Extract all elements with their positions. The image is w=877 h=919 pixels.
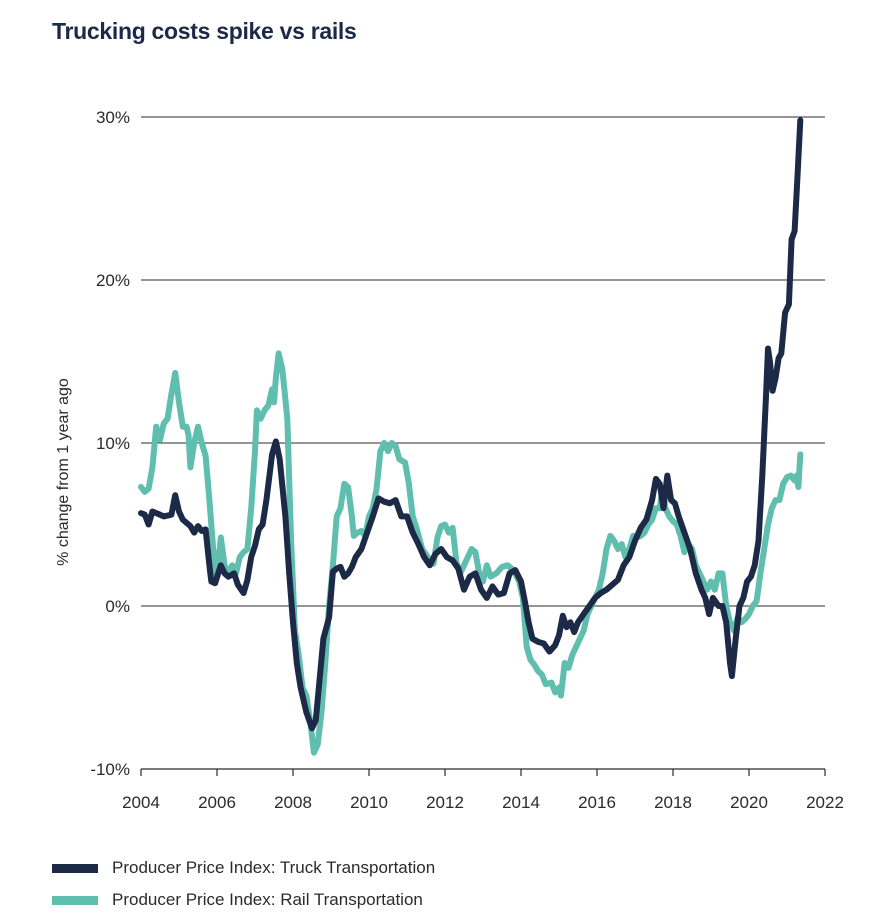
series-lines — [138, 117, 804, 756]
legend-swatch-truck — [52, 863, 98, 873]
x-axis — [140, 768, 826, 776]
chart-title: Trucking costs spike vs rails — [52, 18, 357, 44]
legend-label-truck: Producer Price Index: Truck Transportati… — [112, 858, 436, 877]
legend-item-rail: Producer Price Index: Rail Transportatio… — [52, 884, 435, 916]
y-tick-label: 30% — [96, 108, 130, 127]
x-tick-label: 2008 — [274, 793, 312, 812]
legend-label-rail: Producer Price Index: Rail Transportatio… — [112, 890, 423, 909]
legend-item-truck: Producer Price Index: Truck Transportati… — [52, 852, 435, 884]
x-tick-label: 2022 — [806, 793, 844, 812]
x-tick-label: 2018 — [654, 793, 692, 812]
legend-swatch-rail — [52, 895, 98, 905]
x-tick-label: 2014 — [502, 793, 540, 812]
y-axis-label: % change from 1 year ago — [55, 378, 72, 566]
y-tick-label: -10% — [90, 760, 130, 779]
x-tick-label: 2010 — [350, 793, 388, 812]
x-tick-labels: 2004 2006 2008 2010 2012 2014 2016 2018 2020 2022 — [122, 793, 844, 812]
y-tick-label: 10% — [96, 434, 130, 453]
legend: Producer Price Index: Truck Transportati… — [52, 852, 435, 916]
y-tick-labels: 30% 20% 10% 0% -10% — [90, 108, 130, 779]
x-tick-label: 2006 — [198, 793, 236, 812]
x-tick-label: 2016 — [578, 793, 616, 812]
series-line-rail — [138, 350, 804, 756]
x-tick-label: 2012 — [426, 793, 464, 812]
series-line-truck — [138, 117, 804, 732]
y-tick-label: 0% — [105, 597, 130, 616]
y-tick-label: 20% — [96, 271, 130, 290]
x-tick-label: 2020 — [730, 793, 768, 812]
x-tick-label: 2004 — [122, 793, 160, 812]
gridlines — [141, 116, 825, 607]
